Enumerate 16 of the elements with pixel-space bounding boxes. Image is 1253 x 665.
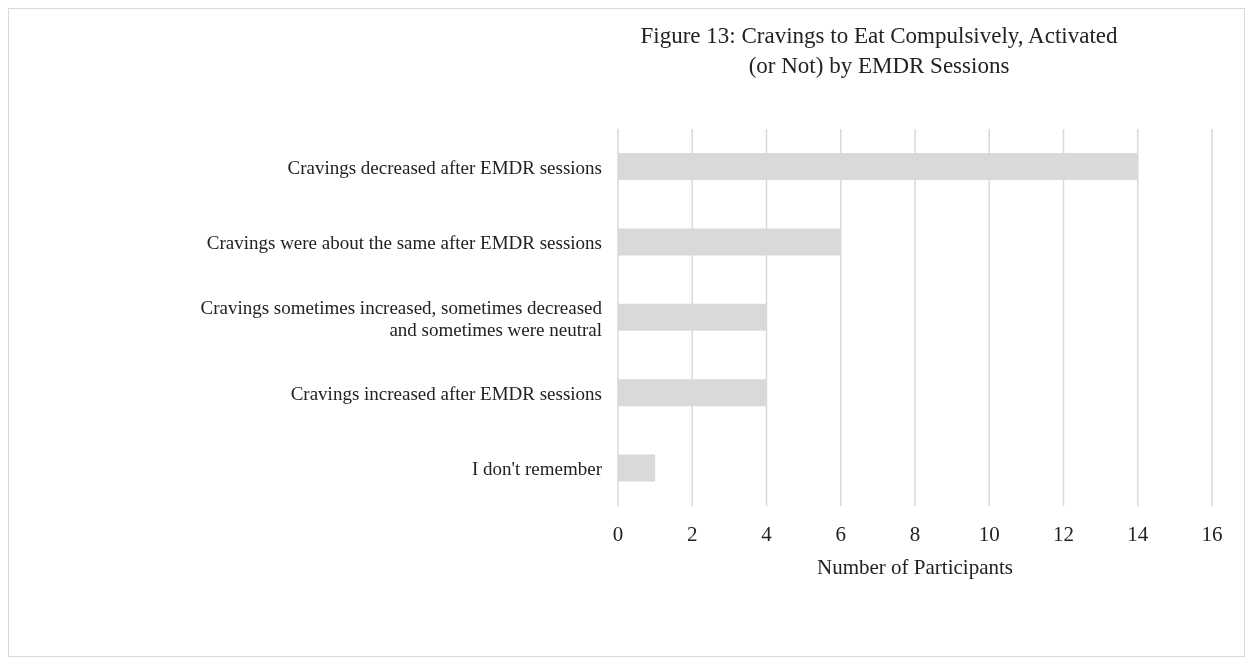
y-tick-label: Cravings were about the same after EMDR sessions	[206, 231, 602, 253]
chart-title: Figure 13: Cravings to Eat Compulsively, Activated (or Not) by EMDR Sessions	[639, 22, 1119, 80]
x-tick-label: 14	[1127, 521, 1149, 546]
x-tick-label: 4	[761, 521, 773, 546]
x-tick-label: 2	[687, 521, 698, 546]
x-tick-label: 8	[909, 521, 921, 546]
x-tick-label: 16	[1201, 521, 1223, 546]
y-tick-label: Cravings decreased after EMDR sessions	[287, 156, 602, 178]
x-tick-label: 10	[978, 521, 1000, 546]
x-tick-label: 0	[612, 521, 624, 546]
y-tick-label: I don't remember	[471, 457, 603, 479]
x-tick-label: 6	[835, 521, 846, 546]
x-tick-label: 12	[1053, 521, 1074, 546]
x-axis-title: Number of Participants	[817, 555, 1013, 579]
y-tick-label: Cravings increased after EMDR sessions	[290, 382, 602, 404]
y-tick-label: Cravings sometimes increased, sometimes decreased and sometimes were neutral	[200, 296, 603, 339]
